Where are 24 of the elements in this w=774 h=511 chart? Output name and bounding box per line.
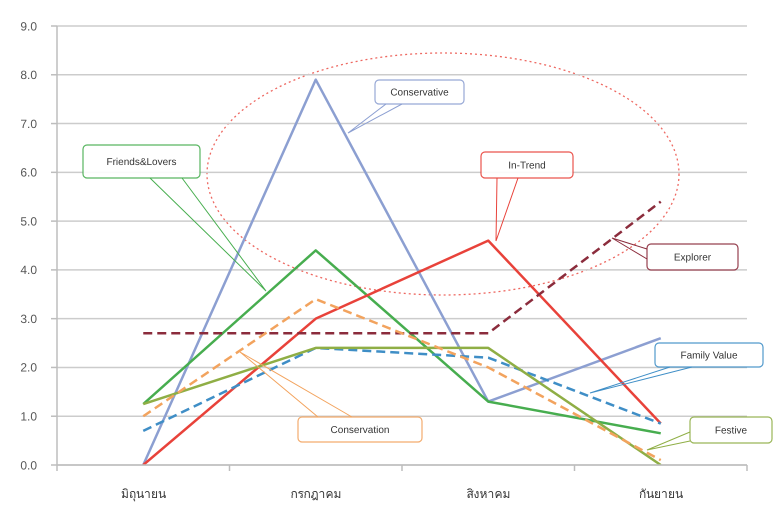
text: Explorer (674, 252, 712, 264)
x-tick-label: กันยายน (638, 487, 683, 501)
text: Family Value (680, 350, 738, 362)
y-tick-label: 9.0 (20, 19, 38, 34)
text: Festive (714, 426, 748, 436)
y-tick-label: 5.0 (20, 214, 38, 228)
text: Conservation (330, 425, 390, 436)
text: Conservative (390, 88, 450, 98)
x-tick-label: สิงหาคม (466, 487, 510, 501)
y-tick-label: 2.0 (20, 360, 38, 375)
y-tick-label: 3.0 (20, 312, 38, 326)
y-tick-label: 6.0 (20, 166, 38, 180)
x-tick-label: กรกฎาคม (290, 487, 342, 501)
line-series (142, 298, 662, 462)
text: In-Trend (508, 160, 546, 172)
line-series (142, 346, 662, 432)
x-tick-label: มิถุนายน (120, 487, 166, 502)
text: Friends&Lovers (106, 157, 177, 168)
y-tick-label: 1.0 (20, 409, 38, 424)
y-tick-label: 4.0 (20, 263, 38, 278)
y-tick-label: 8.0 (20, 68, 38, 82)
line-series (142, 239, 662, 465)
y-tick-label: 0.0 (20, 458, 38, 472)
y-tick-label: 7.0 (20, 116, 38, 131)
